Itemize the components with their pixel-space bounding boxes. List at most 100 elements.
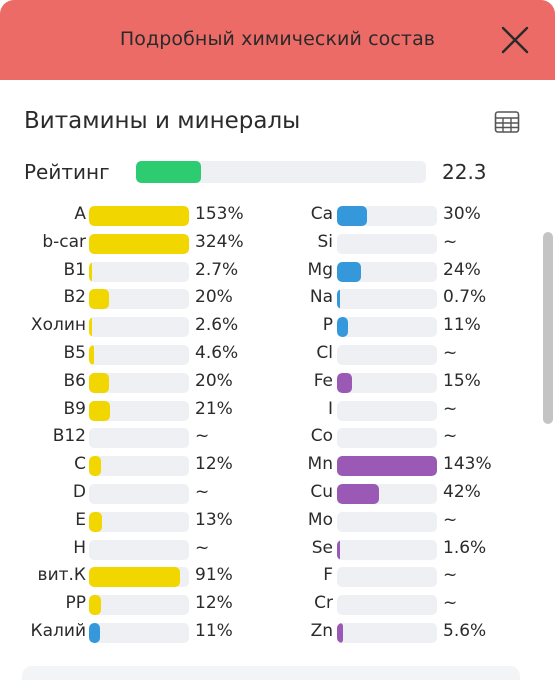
nutrient-value: 13% <box>195 509 233 530</box>
nutrient-bar <box>337 539 437 560</box>
nutrient-row: Se 1.6% <box>248 536 538 564</box>
nutrient-bar <box>337 372 437 393</box>
nutrient-bar <box>89 206 189 226</box>
nutrient-label: C <box>74 454 86 475</box>
nutrient-value: 91% <box>195 565 233 586</box>
nutrient-value: 11% <box>195 620 233 641</box>
nutrient-label: B6 <box>63 370 86 391</box>
table-view-button[interactable] <box>494 110 520 134</box>
nutrient-bar-fill <box>89 233 189 254</box>
modal-content: Витамины и минералы Рейтинг 22.3 A 153% b-… <box>0 80 541 680</box>
nutrient-bar <box>89 261 189 282</box>
nutrient-row: Na 0.7% <box>248 285 538 313</box>
nutrient-value: 12% <box>195 593 233 614</box>
nutrient-label: Se <box>311 537 333 558</box>
minerals-column: Ca 30% Si ~ Mg 24% Na 0.7% P 11% Cl ~ Fe 15% I ~ Co ~ Mn 14… <box>248 202 538 647</box>
nutrient-row: вит.К 91% <box>0 563 290 591</box>
nutrient-bar-fill <box>89 317 92 338</box>
nutrient-value: ~ <box>443 342 458 363</box>
nutrient-label: Si <box>317 231 333 252</box>
nutrient-label: Cr <box>314 593 333 614</box>
nutrient-label: I <box>327 398 333 419</box>
nutrient-value: 153% <box>195 204 244 224</box>
nutrient-bar <box>89 372 189 393</box>
nutrient-row: Cu 42% <box>248 480 538 508</box>
nutrient-bar-fill <box>337 372 352 393</box>
nutrient-bar <box>337 511 437 532</box>
nutrient-bar-fill <box>337 622 343 643</box>
nutrient-label: E <box>75 509 86 530</box>
nutrient-label: H <box>73 537 86 558</box>
vitamins-column: A 153% b-car 324% B1 2.7% B2 20% Холин 2.6% B5 4.6%… <box>0 202 290 647</box>
nutrient-value: 324% <box>195 231 244 252</box>
nutrient-bar <box>89 317 189 338</box>
nutrient-row: Co ~ <box>248 424 538 452</box>
nutrient-value: ~ <box>195 481 210 502</box>
nutrient-label: b-car <box>42 231 86 252</box>
nutrient-label: PP <box>65 593 86 614</box>
nutrient-bar <box>89 233 189 254</box>
nutrient-row: D ~ <box>0 480 290 508</box>
nutrient-label: Zn <box>310 620 333 641</box>
nutrient-bar-fill <box>89 289 109 310</box>
rating-bar-fill <box>136 161 201 183</box>
nutrient-label: F <box>323 565 333 586</box>
nutrient-bar-fill <box>337 261 361 282</box>
nutrient-bar <box>89 344 189 365</box>
close-icon <box>501 26 529 54</box>
nutrient-bar-fill <box>89 372 109 393</box>
nutrient-label: B12 <box>52 426 86 447</box>
nutrient-bar <box>337 595 437 616</box>
nutrient-bar-fill <box>337 317 348 338</box>
nutrient-bar-fill <box>89 261 92 282</box>
nutrient-bar-fill <box>89 206 189 226</box>
rating-value: 22.3 <box>442 160 487 184</box>
close-button[interactable] <box>500 25 530 55</box>
nutrient-value: 20% <box>195 287 233 308</box>
nutrient-value: 11% <box>443 315 481 336</box>
scrollbar-thumb[interactable] <box>543 232 553 424</box>
nutrient-row: b-car 324% <box>0 230 290 258</box>
nutrient-label: Mo <box>307 509 333 530</box>
nutrient-bar <box>89 428 189 449</box>
nutrient-bar-fill <box>337 539 340 560</box>
nutrient-bar <box>337 261 437 282</box>
nutrient-row: E 13% <box>0 508 290 536</box>
nutrient-value: ~ <box>443 231 458 252</box>
nutrient-bar-fill <box>89 622 100 643</box>
nutrient-bar-fill <box>337 289 340 310</box>
nutrient-label: A <box>74 204 86 224</box>
nutrient-value: 143% <box>443 454 492 475</box>
nutrient-row: PP 12% <box>0 591 290 619</box>
table-grid-icon <box>494 111 520 133</box>
nutrient-bar-fill <box>337 206 367 226</box>
nutrient-value: 2.6% <box>195 315 239 336</box>
nutrient-value: 5.6% <box>443 620 487 641</box>
nutrient-label: D <box>72 481 86 502</box>
nutrient-bar-fill <box>89 511 102 532</box>
nutrient-label: Na <box>309 287 333 308</box>
nutrient-bar <box>337 483 437 504</box>
nutrient-value: ~ <box>443 426 458 447</box>
nutrient-bar <box>337 317 437 338</box>
nutrient-label: Fe <box>313 370 333 391</box>
nutrient-row: B6 20% <box>0 369 290 397</box>
nutrient-label: B9 <box>63 398 86 419</box>
nutrient-label: Cl <box>316 342 333 363</box>
nutrient-row: B9 21% <box>0 397 290 425</box>
nutrient-row: Mn 143% <box>248 452 538 480</box>
nutrient-bar <box>337 344 437 365</box>
nutrient-label: Cu <box>310 481 333 502</box>
nutrient-row: B5 4.6% <box>0 341 290 369</box>
nutrient-bar <box>337 567 437 588</box>
nutrient-bar <box>89 456 189 477</box>
nutrient-bar <box>337 400 437 421</box>
nutrient-bar <box>89 567 189 588</box>
modal-title: Подробный химический состав <box>119 28 436 50</box>
nutrient-value: ~ <box>443 565 458 586</box>
nutrient-row: Zn 5.6% <box>248 619 538 647</box>
nutrient-bar <box>89 483 189 504</box>
nutrient-bar <box>337 428 437 449</box>
nutrient-bar-fill <box>89 344 94 365</box>
next-section-card <box>22 666 520 680</box>
